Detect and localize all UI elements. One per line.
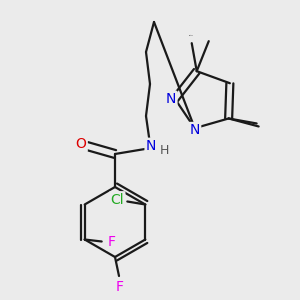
Text: F: F [116,280,124,294]
Text: N: N [166,92,176,106]
Text: N: N [146,139,156,153]
Text: O: O [76,137,86,151]
Text: H: H [159,145,169,158]
Text: Cl: Cl [110,193,124,206]
Text: methyl: methyl [189,34,194,36]
Text: F: F [108,236,116,250]
Text: N: N [190,123,200,137]
